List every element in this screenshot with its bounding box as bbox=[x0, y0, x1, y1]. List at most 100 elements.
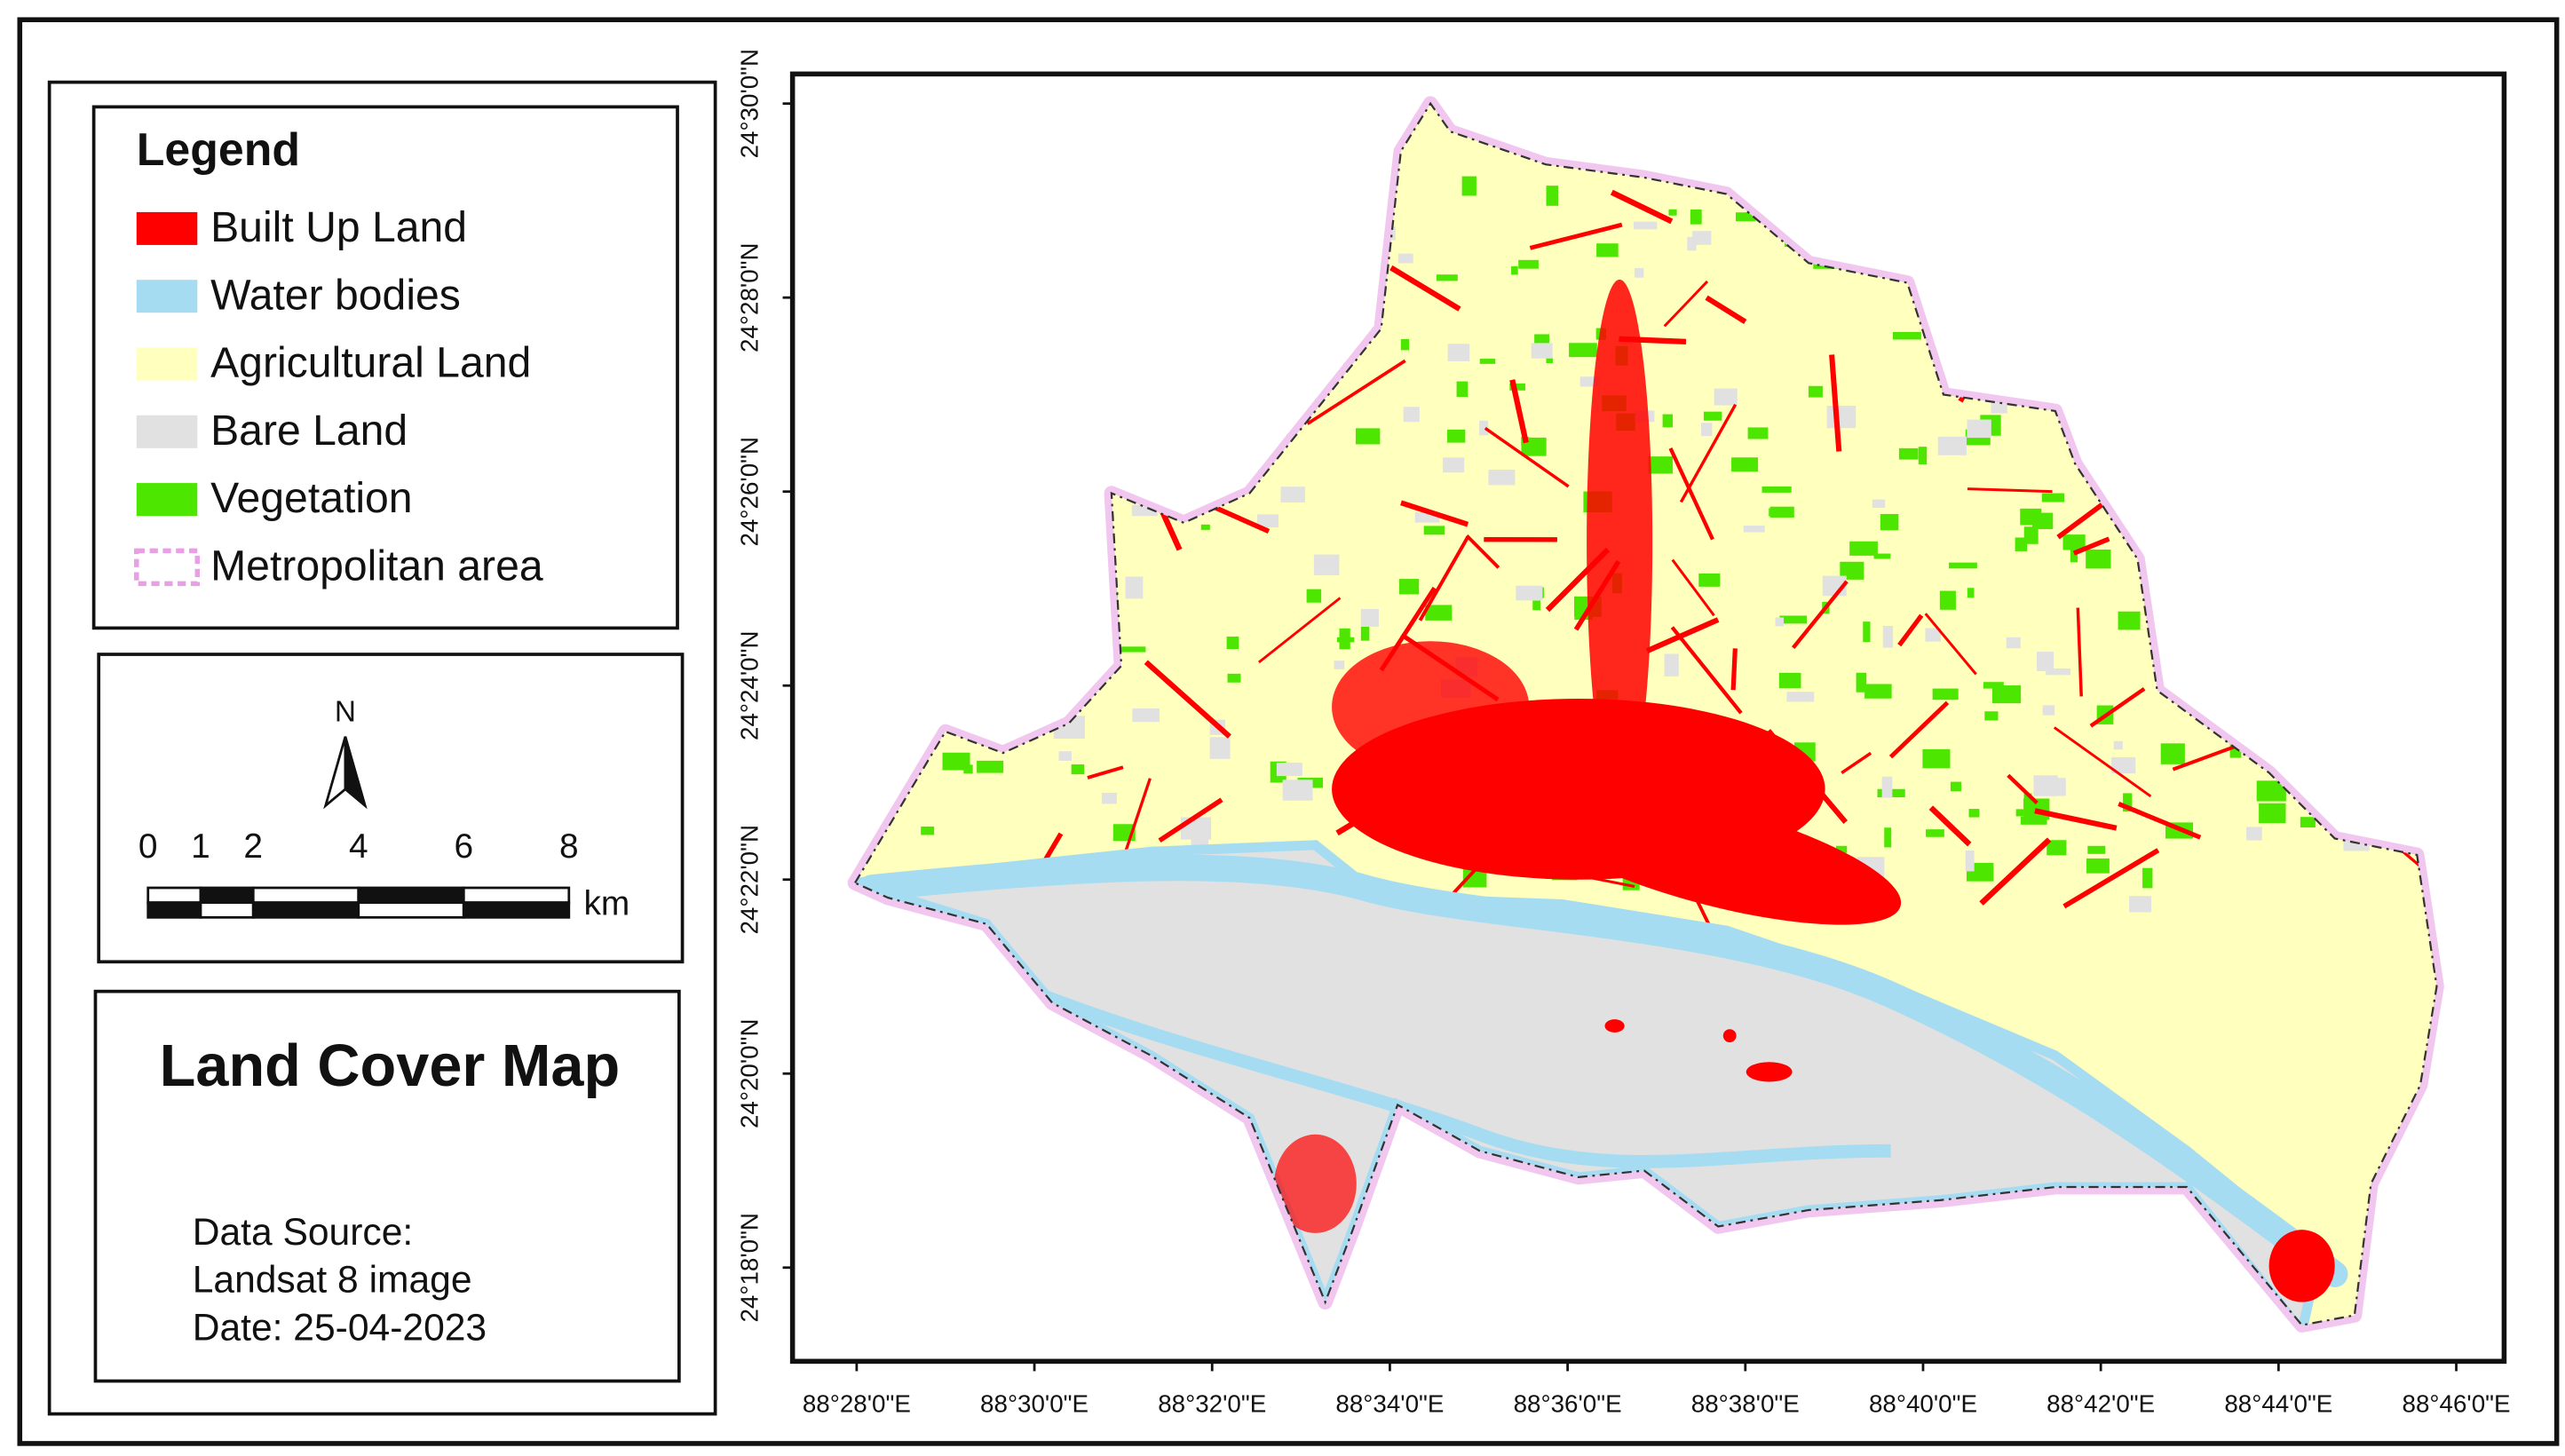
legend-label: Metropolitan area bbox=[210, 542, 543, 590]
built-up-road bbox=[1158, 797, 1223, 843]
legend-swatch bbox=[136, 280, 198, 313]
vegetation-patch bbox=[1360, 626, 1370, 641]
legend-swatch bbox=[133, 548, 201, 587]
built-up-road bbox=[1668, 447, 1714, 541]
vegetation-patch bbox=[2118, 611, 2141, 630]
built-up-core bbox=[1518, 785, 1902, 925]
bare-patch bbox=[1687, 236, 1697, 251]
built-up-road bbox=[2034, 808, 2118, 831]
vegetation-patch bbox=[2023, 526, 2039, 544]
built-up-road bbox=[1979, 837, 2052, 906]
vegetation-patch bbox=[1856, 672, 1867, 692]
bare-patch bbox=[1256, 514, 1279, 528]
bare-patch bbox=[1479, 420, 1489, 436]
lat-label: 24°24'0"N bbox=[736, 630, 764, 740]
lon-label: 88°38'0"E bbox=[1691, 1390, 1800, 1418]
legend-swatch bbox=[136, 483, 198, 517]
vegetation-patch bbox=[1511, 265, 1518, 275]
built-up-patch bbox=[1604, 1019, 1625, 1033]
vegetation-patch bbox=[1880, 513, 1899, 531]
built-up-road bbox=[1841, 751, 1872, 774]
scale-segment bbox=[199, 901, 255, 919]
built-up-road bbox=[1792, 580, 1849, 650]
bare-patch bbox=[1132, 708, 1160, 723]
bare-patch bbox=[1516, 585, 1543, 601]
bare-patch bbox=[1531, 343, 1553, 359]
bare-patch bbox=[1313, 554, 1340, 575]
scale-segment bbox=[462, 886, 571, 905]
built-up-patch bbox=[2268, 1230, 2335, 1302]
bare-patch bbox=[1872, 499, 1886, 509]
north-arrow-right bbox=[344, 736, 368, 810]
legend-title: Legend bbox=[137, 123, 300, 175]
bare-patch bbox=[1180, 817, 1212, 840]
bare-patch bbox=[2036, 652, 2054, 672]
lat-label: 24°28'0"N bbox=[736, 242, 764, 352]
vegetation-patch bbox=[2015, 537, 2028, 551]
vegetation-patch bbox=[1532, 600, 1541, 611]
vegetation-patch bbox=[1690, 209, 1702, 225]
scale-segment bbox=[251, 901, 360, 919]
lon-label: 88°46'0"E bbox=[2403, 1390, 2511, 1418]
built-up-road bbox=[1484, 426, 1570, 488]
built-up-road bbox=[1967, 487, 2053, 494]
scale-box bbox=[97, 653, 685, 964]
vegetation-patch bbox=[1984, 711, 1999, 721]
vegetation-patch bbox=[1778, 672, 1801, 689]
built-up-road bbox=[1679, 403, 1738, 503]
built-up-road bbox=[1258, 597, 1342, 664]
lon-label: 88°36'0"E bbox=[1514, 1390, 1622, 1418]
built-up-road bbox=[1671, 558, 1715, 617]
vegetation-patch bbox=[1339, 628, 1350, 650]
vegetation-patch bbox=[2259, 803, 2286, 824]
vegetation-patch bbox=[1596, 243, 1619, 257]
vegetation-patch bbox=[1991, 685, 2022, 704]
vegetation-patch bbox=[2020, 508, 2042, 526]
vegetation-patch bbox=[2015, 809, 2024, 817]
built-up-road bbox=[1730, 648, 1738, 691]
bare-patch bbox=[1488, 470, 1516, 486]
bare-patch bbox=[1700, 423, 1713, 437]
vegetation-patch bbox=[977, 760, 1004, 773]
lon-label: 88°42'0"E bbox=[2046, 1390, 2155, 1418]
lon-label: 88°44'0"E bbox=[2224, 1390, 2332, 1418]
metropolitan-boundary bbox=[853, 101, 2438, 1326]
bare-patch bbox=[2246, 827, 2262, 841]
vegetation-patch bbox=[1461, 176, 1476, 196]
built-up-road bbox=[1897, 613, 1924, 647]
vegetation-patch bbox=[1306, 589, 1322, 603]
bare-patch bbox=[1692, 231, 1712, 245]
north-label: N bbox=[335, 696, 356, 729]
vegetation-patch bbox=[1873, 553, 1891, 559]
legend-label: Water bodies bbox=[210, 271, 461, 319]
vegetation-patch bbox=[1355, 428, 1381, 445]
scale-segment bbox=[146, 901, 202, 919]
bare-patch bbox=[1925, 628, 1941, 642]
built-up-road bbox=[1610, 189, 1674, 225]
vegetation-patch bbox=[1735, 212, 1756, 222]
scale-segment bbox=[146, 886, 202, 905]
bare-patch bbox=[1442, 457, 1465, 473]
vegetation-patch bbox=[2041, 493, 2065, 502]
bare-patch bbox=[1101, 792, 1117, 804]
bare-patch bbox=[1397, 253, 1413, 264]
vegetation-patch bbox=[1662, 414, 1674, 428]
bare-patch bbox=[1334, 661, 1345, 669]
scale-tick-label: 0 bbox=[139, 827, 158, 866]
vegetation-patch bbox=[1071, 764, 1085, 775]
bare-patch bbox=[1743, 526, 1765, 533]
map-title: Land Cover Map bbox=[160, 1033, 621, 1099]
built-up-road bbox=[1888, 700, 1950, 759]
bare-patch bbox=[1414, 511, 1440, 523]
bare-patch bbox=[1282, 779, 1313, 801]
vegetation-patch bbox=[2086, 858, 2110, 874]
legend-items: Built Up Land Water bodies Agricultural La… bbox=[133, 203, 543, 590]
data-source-line: Date: 25-04-2023 bbox=[193, 1306, 487, 1349]
vegetation-patch bbox=[2086, 549, 2111, 569]
lat-label: 24°20'0"N bbox=[736, 1018, 764, 1128]
vegetation-patch bbox=[1546, 186, 1558, 206]
vegetation-patch bbox=[1967, 588, 1975, 598]
bare-patch bbox=[1965, 851, 1975, 872]
bare-patch bbox=[1967, 419, 1991, 439]
vegetation-patch bbox=[1698, 573, 1721, 587]
